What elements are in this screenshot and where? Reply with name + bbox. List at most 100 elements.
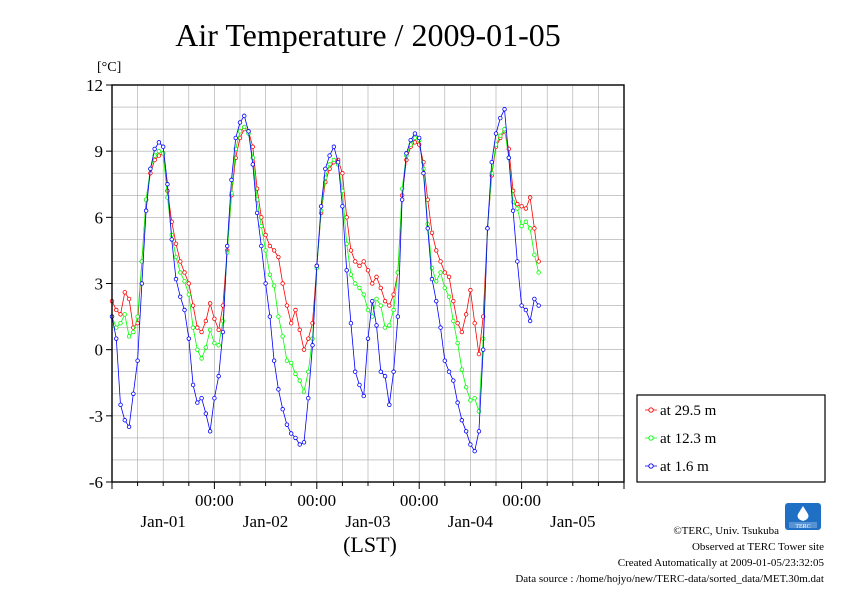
data-point bbox=[335, 159, 341, 165]
x-date-tick-label: Jan-04 bbox=[448, 512, 494, 531]
data-point bbox=[382, 373, 388, 379]
data-point bbox=[250, 144, 255, 149]
data-point bbox=[519, 223, 524, 229]
data-point bbox=[536, 270, 541, 275]
data-point bbox=[263, 281, 268, 286]
data-point bbox=[199, 395, 204, 401]
data-point bbox=[276, 254, 281, 260]
x-date-tick-label: Jan-02 bbox=[243, 512, 288, 531]
data-point bbox=[536, 259, 541, 264]
data-point bbox=[442, 270, 447, 275]
data-point bbox=[173, 276, 179, 282]
data-point bbox=[263, 232, 268, 238]
legend-label: at 29.5 m bbox=[660, 403, 717, 419]
data-point bbox=[229, 177, 234, 183]
data-point bbox=[459, 367, 465, 372]
data-point bbox=[216, 373, 221, 379]
x-date-tick-label: Jan-01 bbox=[141, 512, 186, 531]
data-point bbox=[340, 204, 345, 209]
data-point bbox=[357, 285, 362, 291]
x-time-tick-label: 00:00 bbox=[400, 491, 439, 510]
data-point bbox=[374, 296, 379, 302]
data-point bbox=[459, 418, 465, 423]
y-tick-label: 3 bbox=[95, 275, 104, 294]
data-point bbox=[446, 369, 452, 374]
data-point bbox=[472, 448, 477, 454]
terc-logo-band bbox=[789, 522, 817, 528]
data-point bbox=[434, 279, 439, 284]
data-point bbox=[267, 243, 273, 249]
data-point bbox=[293, 371, 298, 377]
data-point bbox=[135, 314, 140, 319]
data-point bbox=[237, 120, 243, 125]
data-point bbox=[178, 270, 183, 275]
data-point bbox=[224, 243, 230, 249]
data-point bbox=[276, 387, 281, 392]
series-1 bbox=[109, 126, 541, 357]
data-point bbox=[173, 254, 179, 260]
legend-marker bbox=[648, 435, 654, 441]
data-point bbox=[434, 248, 439, 253]
x-axis-label: (LST) bbox=[343, 532, 397, 557]
data-point bbox=[340, 171, 345, 176]
data-point bbox=[463, 384, 469, 390]
data-point bbox=[382, 298, 388, 304]
data-point bbox=[143, 208, 149, 213]
data-point bbox=[173, 241, 179, 246]
data-point bbox=[259, 223, 264, 229]
data-point bbox=[510, 199, 516, 205]
data-point bbox=[353, 281, 358, 286]
data-point bbox=[455, 400, 460, 405]
data-point bbox=[481, 347, 486, 352]
data-point bbox=[485, 226, 490, 231]
data-point bbox=[404, 157, 409, 163]
data-point bbox=[532, 296, 537, 302]
series-line bbox=[111, 128, 540, 355]
x-date-tick-label: Jan-05 bbox=[550, 512, 595, 531]
data-point bbox=[374, 274, 379, 280]
data-point bbox=[135, 358, 140, 363]
data-point bbox=[527, 195, 533, 200]
legend-marker bbox=[648, 407, 654, 413]
data-point bbox=[506, 155, 511, 160]
data-point bbox=[378, 285, 383, 291]
data-point bbox=[451, 318, 456, 324]
data-point bbox=[476, 429, 482, 434]
data-point bbox=[348, 321, 354, 326]
y-tick-label: 9 bbox=[95, 142, 104, 161]
data-point bbox=[412, 131, 418, 136]
data-point bbox=[374, 323, 379, 328]
data-point bbox=[199, 329, 204, 335]
data-point bbox=[442, 358, 447, 363]
data-point bbox=[489, 159, 494, 165]
data-point bbox=[203, 318, 209, 324]
data-point bbox=[186, 292, 191, 297]
data-point bbox=[468, 398, 473, 403]
y-tick-label: 6 bbox=[95, 208, 104, 227]
data-point bbox=[451, 378, 456, 383]
data-point bbox=[156, 148, 162, 154]
data-point bbox=[301, 440, 307, 445]
data-point bbox=[301, 347, 307, 352]
data-point bbox=[122, 312, 127, 317]
data-point bbox=[118, 321, 123, 326]
data-point bbox=[425, 226, 430, 231]
legend-marker bbox=[648, 463, 654, 469]
data-point bbox=[114, 336, 119, 341]
data-point bbox=[536, 303, 541, 308]
data-point bbox=[306, 369, 311, 374]
data-point bbox=[438, 325, 443, 330]
data-point bbox=[429, 276, 435, 282]
data-point bbox=[515, 259, 520, 264]
x-axis-ticks: 00:00 00:00 00:00 00:00 Jan-01 Jan-02 Jan-03 Ja… bbox=[111, 482, 625, 531]
data-point bbox=[165, 182, 170, 187]
data-point bbox=[378, 369, 383, 374]
data-point bbox=[327, 153, 332, 158]
data-point bbox=[429, 230, 435, 235]
data-point bbox=[254, 210, 260, 216]
legend-box bbox=[636, 394, 826, 483]
created-text: Created Automatically at 2009-01-05/23:3… bbox=[618, 557, 825, 569]
data-point bbox=[463, 312, 469, 317]
x-time-tick-label: 00:00 bbox=[502, 491, 541, 510]
